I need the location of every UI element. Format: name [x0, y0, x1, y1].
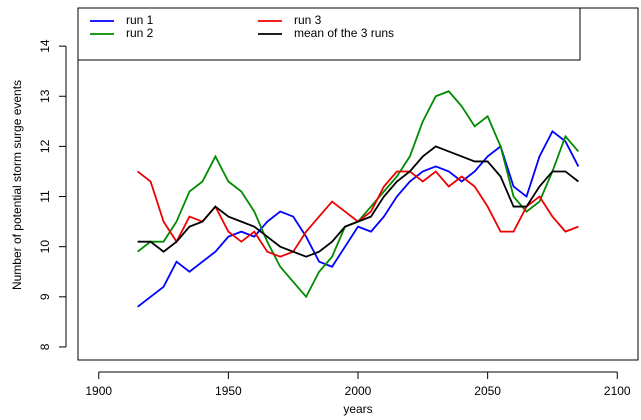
x-tick-label: 2100 — [604, 384, 631, 398]
legend-label: mean of the 3 runs — [294, 26, 394, 40]
x-tick-label: 1950 — [215, 384, 242, 398]
y-tick-label: 9 — [38, 293, 52, 300]
y-tick-label: 8 — [38, 343, 52, 350]
plot-box — [77, 7, 639, 361]
legend-label: run 1 — [126, 13, 154, 27]
series-line — [137, 145, 579, 258]
y-tick-label: 12 — [38, 139, 52, 153]
y-tick-label: 14 — [38, 39, 52, 53]
x-axis-label: years — [343, 402, 372, 416]
y-axis-label: Number of potential storm surge events — [10, 80, 24, 290]
x-tick-label: 1900 — [85, 384, 112, 398]
series-line — [137, 90, 580, 299]
x-tick-label: 2000 — [345, 384, 372, 398]
y-tick-label: 11 — [38, 190, 52, 203]
y-tick-label: 10 — [38, 240, 52, 254]
legend-label: run 3 — [294, 13, 322, 27]
y-tick-label: 13 — [38, 89, 52, 103]
legend-box — [77, 7, 581, 61]
legend-label: run 2 — [126, 26, 154, 40]
x-tick-label: 2050 — [474, 384, 501, 398]
